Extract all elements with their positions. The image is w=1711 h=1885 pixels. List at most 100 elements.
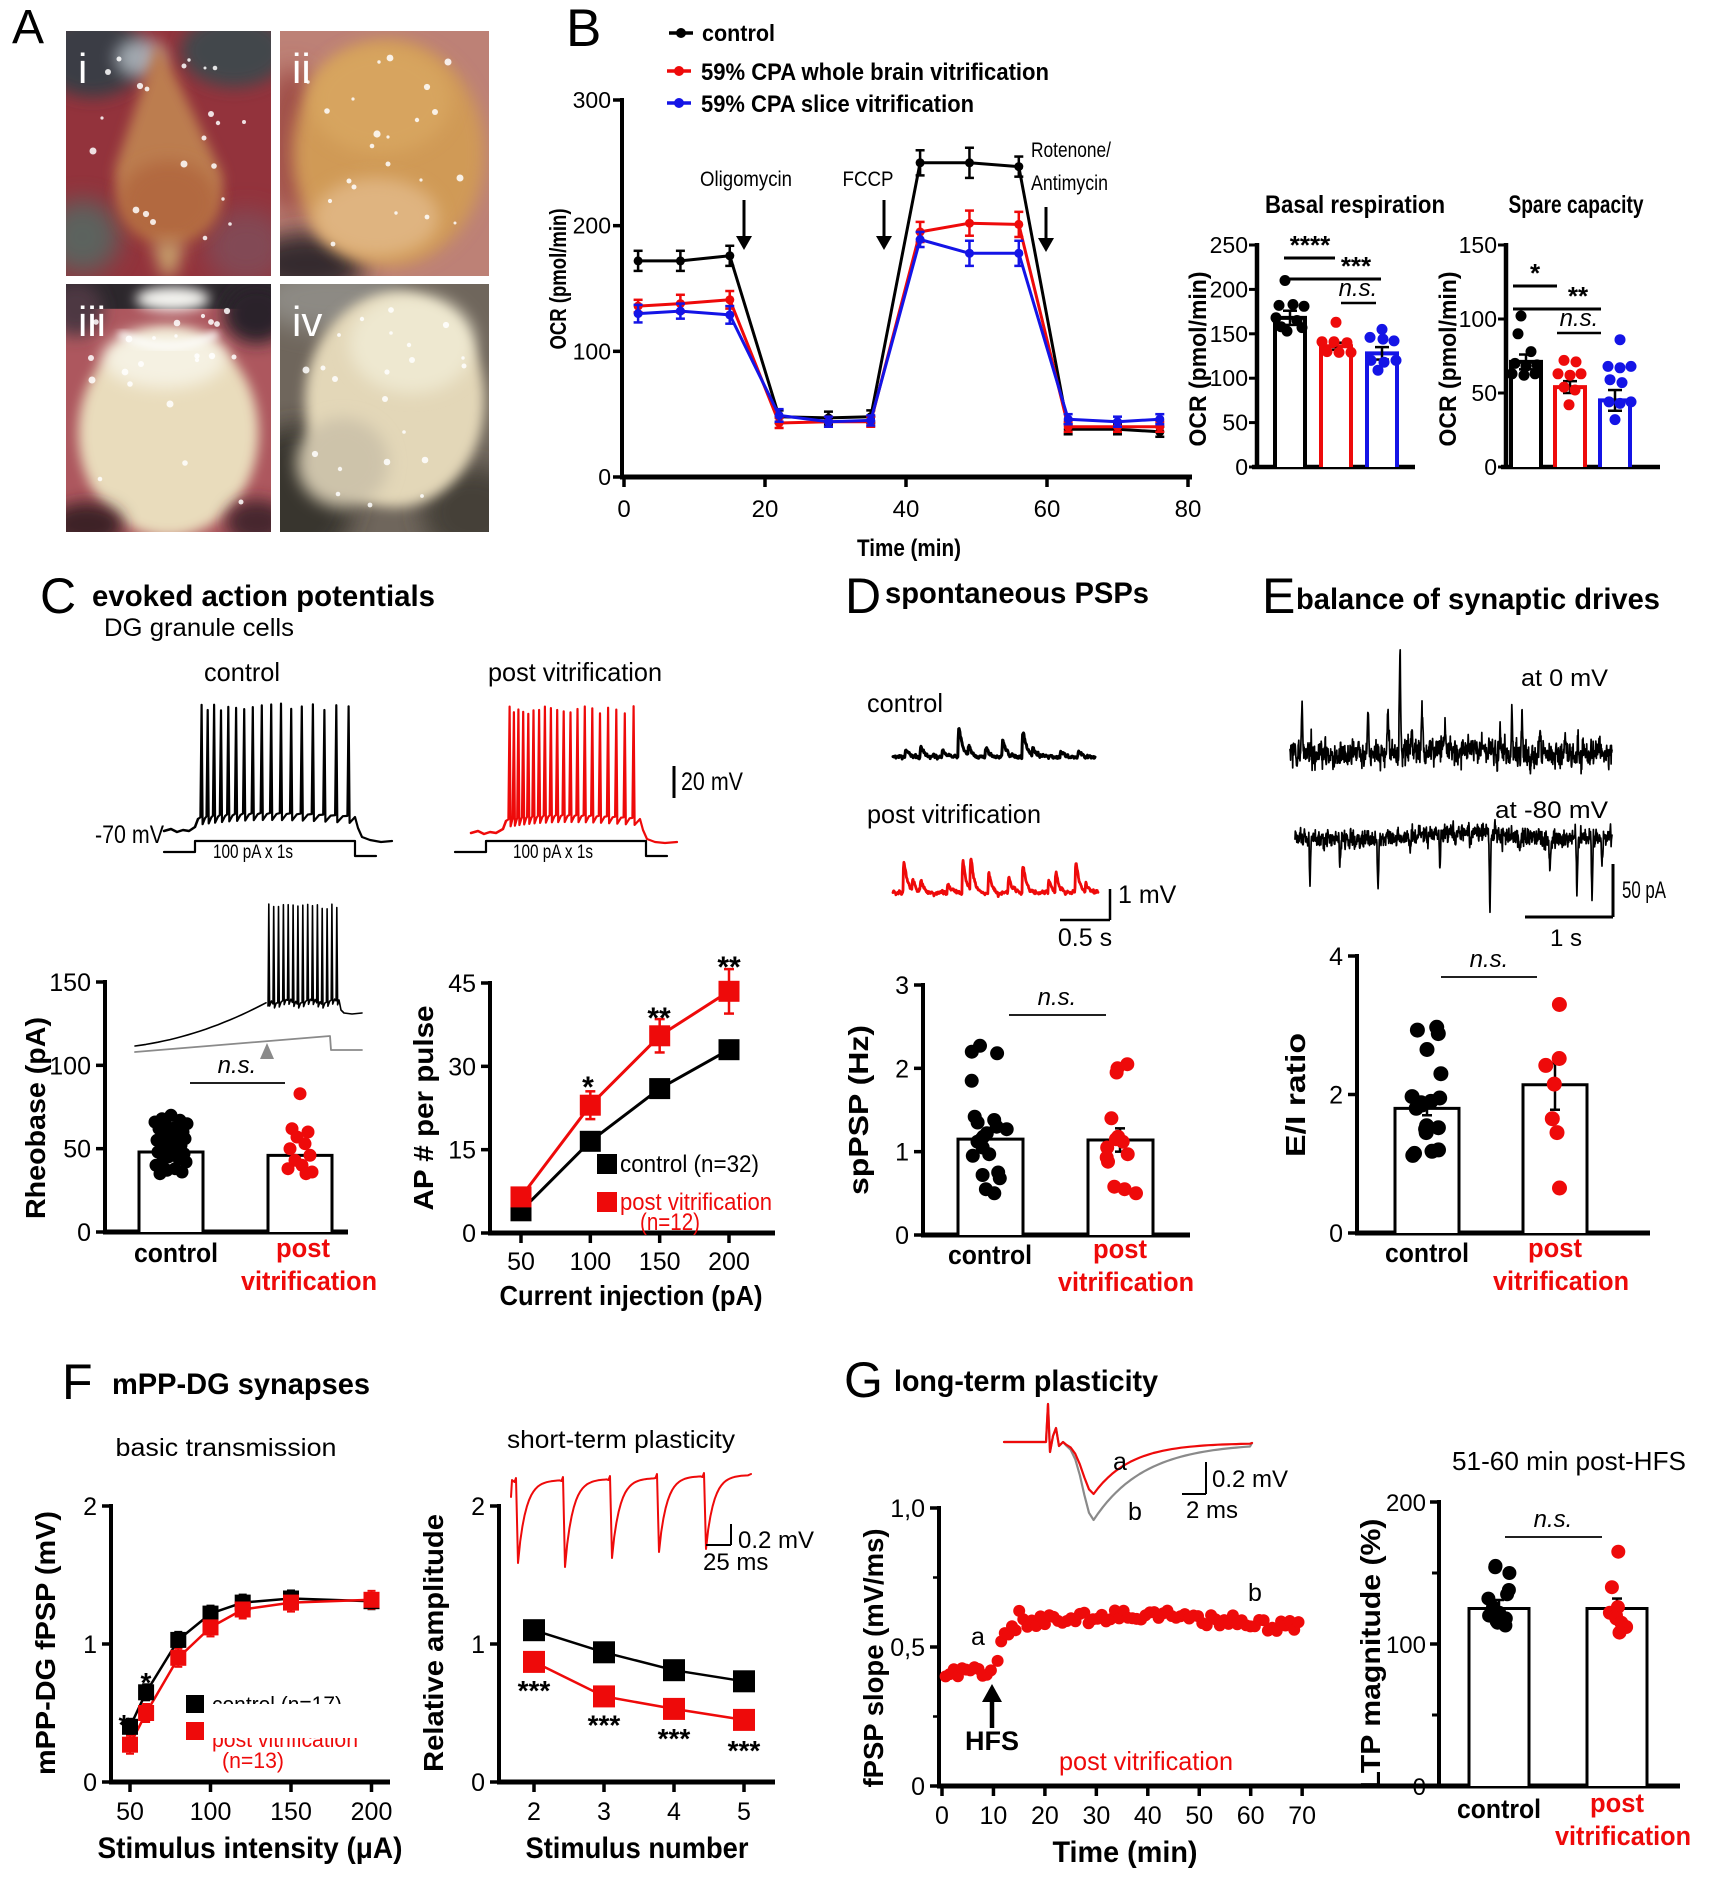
svg-text:balance of synaptic drives: balance of synaptic drives [1296,583,1660,616]
svg-text:*: * [1530,258,1541,288]
svg-text:150: 150 [1210,321,1248,347]
svg-text:100: 100 [1210,365,1248,391]
svg-text:D: D [845,568,881,624]
svg-text:0.2 mV: 0.2 mV [738,1527,814,1554]
svg-text:50: 50 [1185,1802,1213,1830]
svg-text:vitrification: vitrification [241,1266,377,1296]
svg-text:short-term plasticity: short-term plasticity [507,1426,736,1454]
svg-text:control: control [702,20,775,46]
svg-text:60: 60 [1237,1802,1265,1830]
svg-text:-70 mV: -70 mV [95,821,164,849]
svg-text:E: E [1262,568,1295,624]
svg-text:51-60 min post-HFS: 51-60 min post-HFS [1452,1446,1686,1476]
svg-text:vitrification: vitrification [1555,1821,1691,1851]
svg-text:1 mV: 1 mV [1118,881,1177,909]
svg-text:control: control [1385,1238,1469,1268]
svg-text:n.s.: n.s. [1534,1506,1573,1533]
svg-text:Spare capacity: Spare capacity [1509,191,1644,219]
svg-text:n.s.: n.s. [1470,946,1509,973]
svg-text:post vitrification: post vitrification [212,1727,358,1752]
svg-text:basic transmission: basic transmission [116,1434,337,1462]
svg-text:100: 100 [49,1052,91,1080]
svg-text:b: b [1248,1579,1262,1607]
svg-text:50: 50 [1471,380,1497,406]
svg-text:***: *** [658,1723,691,1754]
svg-text:3: 3 [895,972,909,1000]
svg-text:2: 2 [471,1493,485,1521]
svg-text:30: 30 [1082,1802,1110,1830]
svg-text:spontaneous PSPs: spontaneous PSPs [885,577,1149,610]
svg-text:100: 100 [569,1248,611,1276]
svg-text:FCCP: FCCP [843,168,894,191]
svg-text:10: 10 [980,1802,1008,1830]
svg-text:control (n=17): control (n=17) [212,1692,342,1717]
svg-text:20: 20 [752,496,779,523]
svg-text:50: 50 [507,1248,535,1276]
svg-text:0.2 mV: 0.2 mV [1212,1466,1288,1493]
svg-text:Relative amplitude: Relative amplitude [418,1514,449,1772]
svg-text:OCR (pmol/min): OCR (pmol/min) [1435,272,1462,447]
svg-text:Oligomycin: Oligomycin [700,168,792,191]
svg-text:1,0: 1,0 [890,1495,925,1523]
svg-text:1: 1 [895,1139,909,1167]
svg-text:59% CPA slice vitrification: 59% CPA slice vitrification [701,91,974,118]
svg-text:iii: iii [78,298,106,345]
svg-text:50: 50 [1222,410,1248,436]
svg-text:long-term plasticity: long-term plasticity [894,1365,1158,1398]
svg-text:0.5 s: 0.5 s [1058,924,1112,952]
svg-text:200: 200 [708,1248,750,1276]
svg-text:1 s: 1 s [1550,925,1582,952]
svg-text:150: 150 [639,1248,681,1276]
svg-text:0: 0 [1484,454,1497,480]
svg-text:300: 300 [573,87,611,113]
svg-text:mPP-DG synapses: mPP-DG synapses [112,1368,370,1401]
svg-text:0: 0 [83,1769,97,1797]
svg-text:n.s.: n.s. [218,1052,257,1079]
svg-text:40: 40 [1134,1802,1162,1830]
svg-text:200: 200 [573,213,611,239]
svg-text:*: * [141,1667,152,1698]
svg-text:0: 0 [617,496,630,523]
svg-text:250: 250 [1210,232,1248,258]
svg-text:F: F [62,1354,93,1410]
svg-text:n.s.: n.s. [1560,305,1599,332]
svg-text:Time (min): Time (min) [857,535,961,562]
svg-text:Time (min): Time (min) [1053,1836,1198,1869]
svg-text:mPP-DG fPSP (mV): mPP-DG fPSP (mV) [30,1511,61,1775]
svg-text:0: 0 [598,464,611,490]
svg-text:0: 0 [935,1802,949,1830]
svg-text:control (n=32): control (n=32) [620,1151,759,1178]
svg-text:0: 0 [471,1769,485,1797]
svg-text:at -80 mV: at -80 mV [1495,797,1608,824]
svg-text:***: *** [1341,251,1372,281]
svg-text:2: 2 [1329,1082,1343,1110]
svg-text:E/I ratio: E/I ratio [1280,1033,1311,1157]
svg-text:20: 20 [1031,1802,1059,1830]
svg-text:ii: ii [292,45,311,92]
svg-text:150: 150 [49,969,91,997]
svg-text:vitrification: vitrification [1058,1267,1194,1297]
svg-text:***: *** [518,1675,551,1706]
svg-text:Current injection (pA): Current injection (pA) [500,1280,763,1311]
svg-text:4: 4 [1329,943,1343,971]
svg-text:control: control [867,688,943,718]
svg-text:45: 45 [448,970,476,998]
svg-text:60: 60 [1034,496,1061,523]
svg-text:0: 0 [77,1219,91,1247]
svg-text:0: 0 [1329,1220,1343,1248]
svg-text:2: 2 [527,1798,541,1826]
svg-text:Stimulus intensity (μA): Stimulus intensity (μA) [98,1832,403,1865]
svg-text:a: a [1113,1448,1127,1476]
svg-text:50 pA: 50 pA [1622,877,1666,904]
svg-text:(n=12): (n=12) [640,1209,700,1236]
svg-text:fPSP slope (mV/ms): fPSP slope (mV/ms) [858,1529,889,1788]
svg-text:0: 0 [462,1220,476,1248]
svg-text:200: 200 [351,1798,393,1826]
svg-text:i: i [78,45,87,92]
svg-text:post: post [1093,1234,1147,1264]
svg-text:n.s.: n.s. [1339,275,1378,302]
svg-text:0: 0 [895,1222,909,1250]
svg-text:control: control [948,1240,1032,1270]
svg-text:**: ** [647,1002,671,1035]
svg-text:1: 1 [83,1631,97,1659]
